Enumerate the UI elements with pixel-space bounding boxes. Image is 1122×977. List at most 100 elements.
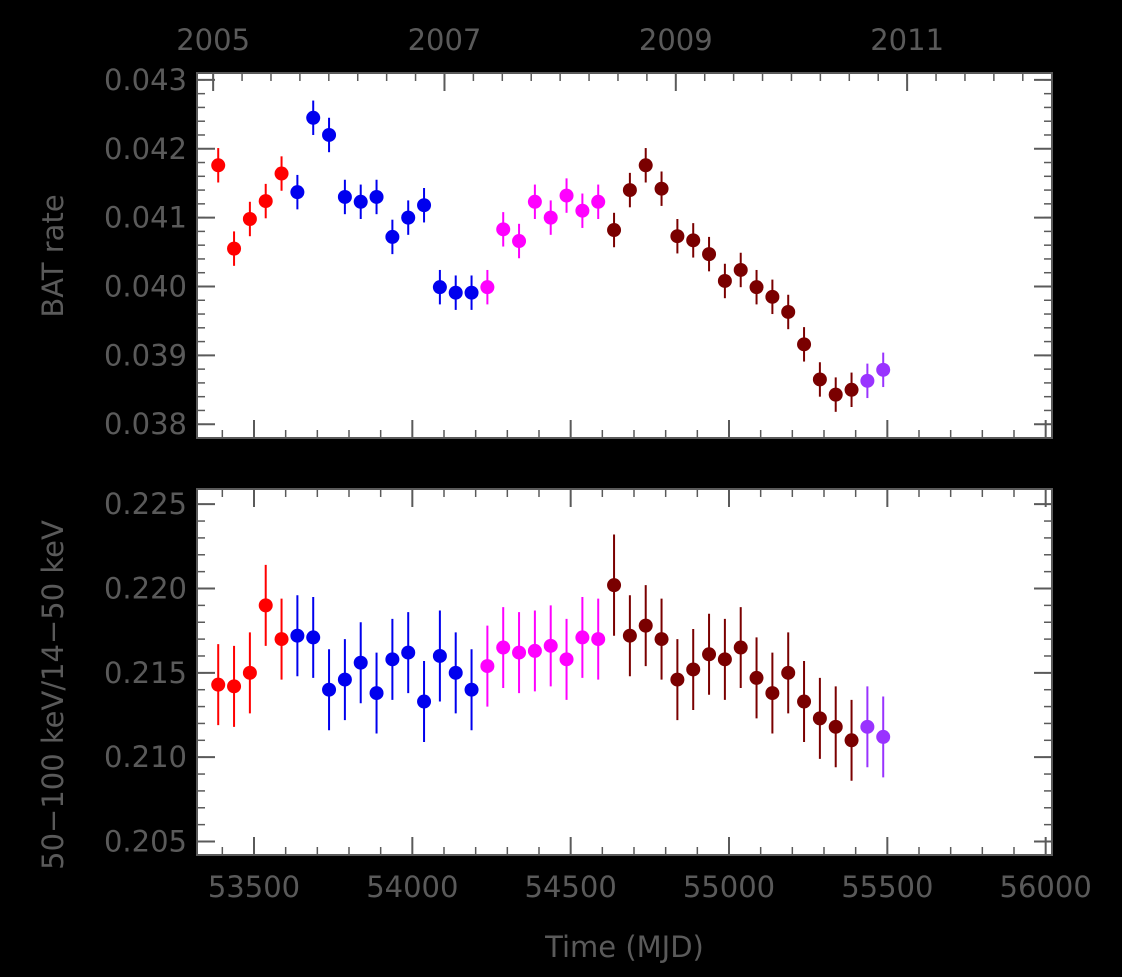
top-data-point: [258, 194, 273, 209]
top-data-point: [448, 285, 463, 300]
axis-ticks: [197, 73, 1052, 855]
bottom-data-point: [401, 645, 416, 660]
top-data-point: [575, 203, 590, 218]
top-y-tick-label: 0.041: [104, 201, 187, 235]
top-data-point: [227, 241, 242, 256]
bottom-data-point: [242, 665, 257, 680]
top-y-tick-label: 0.038: [104, 407, 187, 441]
top-data-point: [654, 181, 669, 196]
data-points: [211, 100, 891, 781]
bottom-data-point: [496, 640, 511, 655]
bottom-data-point: [322, 682, 337, 697]
bottom-data-point: [844, 733, 859, 748]
bottom-data-point: [702, 647, 717, 662]
bottom-data-point: [227, 679, 242, 694]
top-data-point: [812, 372, 827, 387]
top-y-tick-label: 0.042: [104, 132, 187, 166]
bottom-data-point: [274, 632, 289, 647]
top-plot-frame: [196, 72, 1053, 439]
top-data-point: [512, 234, 527, 249]
top-data-point: [733, 262, 748, 277]
top-data-point: [274, 166, 289, 181]
top-data-point: [717, 273, 732, 288]
top-data-point: [369, 189, 384, 204]
bottom-data-point: [290, 628, 305, 643]
bottom-data-point: [717, 652, 732, 667]
top-data-point: [622, 183, 637, 198]
top-data-point: [638, 158, 653, 173]
top-data-point: [322, 127, 337, 142]
x-tick-label: 55500: [841, 870, 933, 904]
x-tick-label: 56000: [1000, 870, 1092, 904]
bottom-data-point: [654, 632, 669, 647]
bottom-data-point: [258, 598, 273, 613]
bottom-data-point: [527, 643, 542, 658]
x-tick-label: 54500: [525, 870, 617, 904]
top-y-tick-label: 0.040: [104, 269, 187, 303]
top-data-point: [306, 110, 321, 125]
top-y-tick-label: 0.039: [104, 338, 187, 372]
bottom-data-point: [480, 659, 495, 674]
top-data-point: [353, 194, 368, 209]
bottom-data-point: [559, 652, 574, 667]
x-axis-title: Time (MJD): [544, 930, 704, 964]
top-data-point: [702, 247, 717, 262]
bottom-data-point: [670, 672, 685, 687]
bottom-data-point: [353, 655, 368, 670]
top-data-point: [607, 223, 622, 238]
axis-titles: Time (MJD) BAT rate 50−100 keV/14−50 keV: [36, 194, 704, 964]
top-data-point: [496, 222, 511, 237]
bottom-data-point: [876, 729, 891, 744]
top-data-point: [781, 304, 796, 319]
top-data-point: [290, 185, 305, 200]
year-tick-label: 2011: [870, 23, 944, 57]
top-data-point: [670, 229, 685, 244]
bottom-data-point: [432, 648, 447, 663]
top-data-point: [828, 387, 843, 402]
top-data-point: [686, 233, 701, 248]
bottom-data-point: [337, 672, 352, 687]
top-data-point: [385, 229, 400, 244]
axes-frames: [196, 72, 1053, 856]
top-data-point: [559, 188, 574, 203]
bottom-data-point: [575, 630, 590, 645]
bottom-data-point: [591, 632, 606, 647]
bottom-data-point: [860, 719, 875, 734]
bottom-data-point: [417, 694, 432, 709]
bottom-data-point: [512, 645, 527, 660]
bottom-data-point: [765, 686, 780, 701]
bottom-data-point: [607, 578, 622, 593]
bottom-data-point: [464, 682, 479, 697]
top-y-tick-label: 0.043: [104, 63, 187, 97]
bottom-data-point: [638, 618, 653, 633]
top-data-point: [876, 362, 891, 377]
x-tick-label: 55000: [683, 870, 775, 904]
top-data-point: [543, 210, 558, 225]
bottom-data-point: [812, 711, 827, 726]
bottom-y-axis-title: 50−100 keV/14−50 keV: [36, 520, 70, 870]
x-tick-label: 54000: [366, 870, 458, 904]
top-data-point: [337, 189, 352, 204]
bottom-data-point: [749, 670, 764, 685]
bottom-y-tick-label: 0.220: [104, 572, 187, 606]
top-data-point: [417, 198, 432, 213]
year-tick-label: 2007: [408, 23, 482, 57]
top-data-point: [749, 280, 764, 295]
bottom-data-point: [211, 677, 226, 692]
top-y-axis-title: BAT rate: [36, 194, 70, 317]
bottom-data-point: [622, 628, 637, 643]
top-data-point: [464, 285, 479, 300]
top-data-point: [242, 212, 257, 226]
bottom-y-tick-label: 0.210: [104, 740, 187, 774]
bottom-data-point: [543, 638, 558, 653]
bottom-y-tick-label: 0.205: [104, 825, 187, 859]
top-data-point: [480, 280, 495, 295]
bottom-data-point: [448, 665, 463, 680]
top-data-point: [211, 158, 226, 173]
top-data-point: [860, 373, 875, 388]
top-data-point: [432, 280, 447, 295]
top-data-point: [797, 337, 812, 352]
bottom-data-point: [369, 686, 384, 701]
bottom-y-tick-label: 0.225: [104, 487, 187, 521]
